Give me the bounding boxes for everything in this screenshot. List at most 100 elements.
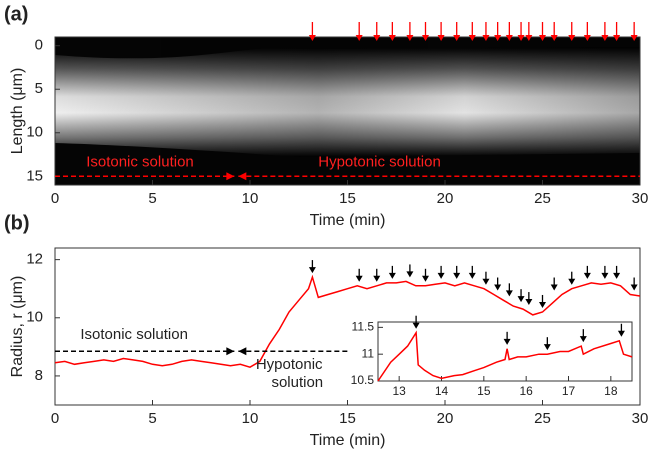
annotation: Isotonic solution — [80, 326, 188, 343]
x-tick-label: 15 — [339, 190, 356, 207]
data-line — [377, 330, 633, 382]
arrow — [437, 22, 445, 41]
arrow — [568, 271, 576, 285]
arrow-head — [422, 35, 429, 41]
arrow — [601, 265, 609, 279]
arrow — [373, 268, 381, 282]
arrow-head — [613, 272, 621, 279]
arrow-head — [453, 35, 461, 41]
arrow — [388, 22, 396, 41]
arrow — [613, 22, 621, 41]
kymograph-shade — [55, 37, 640, 185]
y-tick-label: 12 — [26, 251, 43, 268]
arrow-head — [406, 271, 414, 278]
y-tick-label: 10 — [26, 309, 43, 326]
arrow-head — [355, 275, 363, 282]
x-tick-label: 25 — [534, 410, 551, 427]
arrow — [308, 260, 316, 274]
arrow — [406, 22, 414, 41]
panel-label: (a) — [4, 3, 28, 25]
arrow-head — [630, 284, 638, 291]
arrow-head — [308, 35, 316, 41]
arrow — [494, 22, 502, 41]
arrow-head — [494, 35, 502, 41]
arrow — [406, 264, 414, 278]
arrow-head — [525, 35, 533, 41]
arrow-head — [355, 35, 363, 41]
data-line — [54, 274, 641, 369]
arrow — [539, 294, 546, 308]
arrow — [539, 22, 546, 41]
divider-arrow — [238, 172, 247, 181]
y-tick-label: 11 — [362, 346, 375, 360]
arrow-head — [388, 272, 396, 279]
x-tick-label: 0 — [51, 190, 59, 207]
arrow — [550, 22, 558, 41]
arrow-head — [568, 278, 576, 285]
x-tick-label: 10 — [242, 190, 259, 207]
arrow — [422, 268, 429, 282]
arrow — [482, 271, 490, 285]
arrow — [550, 277, 558, 291]
y-tick-label: 0 — [35, 37, 43, 54]
x-tick-label: 5 — [148, 410, 156, 427]
arrow — [468, 265, 476, 279]
arrow — [613, 265, 621, 279]
y-tick-label: 10 — [26, 124, 43, 141]
arrow — [437, 265, 445, 279]
y-axis-label: Length (μm) — [9, 68, 26, 155]
arrow — [355, 22, 363, 41]
x-tick-label: 25 — [534, 190, 551, 207]
arrow-head — [437, 35, 445, 41]
x-tick-label: 15 — [339, 410, 356, 427]
arrow — [422, 22, 429, 41]
arrow — [453, 22, 461, 41]
x-tick-label: 20 — [437, 190, 454, 207]
arrow-head — [525, 299, 533, 306]
arrow-head — [308, 267, 316, 274]
arrow — [308, 22, 316, 41]
arrow-head — [505, 290, 513, 297]
arrow-head — [539, 301, 546, 308]
arrow-head — [543, 344, 551, 351]
arrow-head — [550, 35, 558, 41]
arrow — [373, 22, 381, 41]
arrow — [517, 289, 525, 303]
divider-arrow — [226, 172, 235, 181]
x-tick-label: 14 — [435, 384, 449, 398]
arrow — [453, 265, 461, 279]
arrow — [517, 22, 525, 41]
arrow-head — [517, 35, 525, 41]
arrow — [505, 22, 513, 41]
arrow-head — [583, 35, 591, 41]
arrow — [388, 265, 396, 279]
x-tick-label: 17 — [562, 384, 576, 398]
arrow — [630, 277, 638, 291]
arrow — [630, 22, 638, 41]
arrow-head — [422, 275, 429, 282]
y-tick-label: 10.5 — [351, 373, 375, 387]
arrow — [583, 265, 591, 279]
divider-arrow — [238, 347, 247, 356]
arrow-head — [482, 35, 490, 41]
arrow — [468, 22, 476, 41]
arrow — [482, 22, 490, 41]
arrow-head — [453, 272, 461, 279]
arrow-head — [568, 35, 576, 41]
arrow — [601, 22, 609, 41]
arrow-head — [505, 35, 513, 41]
arrow — [503, 331, 511, 345]
arrow-head — [617, 330, 625, 337]
arrow-head — [373, 35, 381, 41]
y-tick-label: 8 — [35, 367, 43, 384]
x-tick-label: 20 — [437, 410, 454, 427]
arrow-head — [539, 35, 546, 41]
arrow-head — [373, 275, 381, 282]
arrow-head — [406, 35, 414, 41]
arrow — [412, 315, 420, 329]
x-tick-label: 16 — [519, 384, 533, 398]
x-tick-label: 13 — [392, 384, 406, 398]
annotation: Hypotonic — [256, 356, 323, 373]
arrow-head — [601, 272, 609, 279]
